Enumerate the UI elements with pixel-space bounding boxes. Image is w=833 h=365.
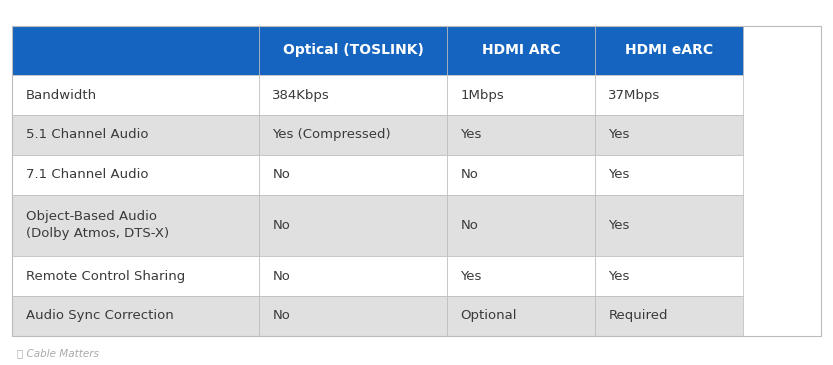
Text: No: No (272, 270, 290, 283)
Text: ⓒ Cable Matters: ⓒ Cable Matters (17, 349, 98, 358)
Bar (12, 195, 259, 256)
Bar (12, 26, 259, 75)
Text: 5.1 Channel Audio: 5.1 Channel Audio (26, 128, 148, 141)
Bar (12, 26, 821, 336)
Bar (447, 115, 595, 155)
Bar (12, 155, 259, 195)
Bar (259, 75, 447, 115)
Text: Yes (Compressed): Yes (Compressed) (272, 128, 391, 141)
Bar (259, 26, 447, 75)
Text: Optical (TOSLINK): Optical (TOSLINK) (282, 43, 423, 57)
Bar (259, 256, 447, 296)
Text: No: No (272, 310, 290, 322)
Text: Required: Required (608, 310, 668, 322)
Bar (595, 75, 743, 115)
Bar (595, 26, 743, 75)
Bar (595, 115, 743, 155)
Bar (595, 296, 743, 336)
Text: No: No (272, 219, 290, 232)
Text: Yes: Yes (608, 219, 630, 232)
Bar (447, 155, 595, 195)
Text: No: No (461, 168, 478, 181)
Text: 1Mbps: 1Mbps (461, 89, 504, 101)
Bar (12, 115, 259, 155)
Text: No: No (272, 168, 290, 181)
Bar (595, 256, 743, 296)
Text: Object-Based Audio
(Dolby Atmos, DTS-X): Object-Based Audio (Dolby Atmos, DTS-X) (26, 210, 169, 241)
Bar (12, 296, 259, 336)
Bar (259, 195, 447, 256)
Text: Audio Sync Correction: Audio Sync Correction (26, 310, 173, 322)
Text: Yes: Yes (461, 270, 482, 283)
Text: 37Mbps: 37Mbps (608, 89, 661, 101)
Bar (595, 155, 743, 195)
Bar (259, 115, 447, 155)
Bar (447, 26, 595, 75)
Text: HDMI ARC: HDMI ARC (481, 43, 561, 57)
Text: HDMI eARC: HDMI eARC (625, 43, 713, 57)
Text: Remote Control Sharing: Remote Control Sharing (26, 270, 185, 283)
Bar (595, 195, 743, 256)
Text: Optional: Optional (461, 310, 517, 322)
Bar (447, 296, 595, 336)
Text: Yes: Yes (461, 128, 482, 141)
Bar (259, 155, 447, 195)
Bar (447, 75, 595, 115)
Bar (447, 195, 595, 256)
Bar (259, 296, 447, 336)
Bar (447, 256, 595, 296)
Text: 7.1 Channel Audio: 7.1 Channel Audio (26, 168, 148, 181)
Bar (12, 75, 259, 115)
Text: 384Kbps: 384Kbps (272, 89, 330, 101)
Text: No: No (461, 219, 478, 232)
Text: Yes: Yes (608, 270, 630, 283)
Bar (12, 256, 259, 296)
Text: Yes: Yes (608, 128, 630, 141)
Text: Bandwidth: Bandwidth (26, 89, 97, 101)
Text: Yes: Yes (608, 168, 630, 181)
